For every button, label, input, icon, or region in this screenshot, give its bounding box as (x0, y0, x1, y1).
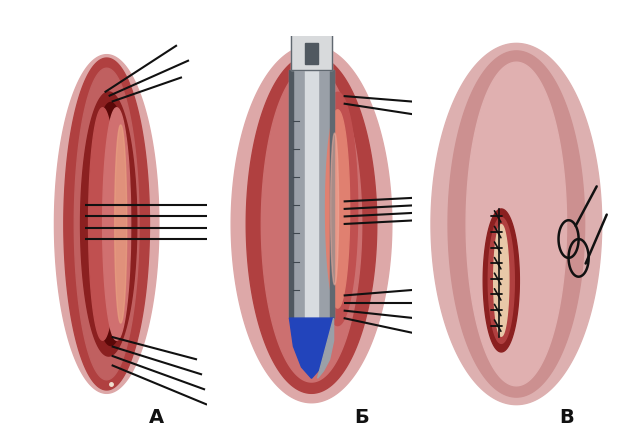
Polygon shape (318, 92, 358, 326)
Polygon shape (261, 66, 362, 382)
Polygon shape (246, 55, 377, 393)
Polygon shape (448, 51, 584, 397)
Polygon shape (103, 108, 131, 340)
Text: В: В (559, 408, 574, 427)
Polygon shape (305, 43, 318, 64)
Polygon shape (80, 92, 137, 356)
Polygon shape (115, 125, 126, 323)
Polygon shape (488, 218, 515, 343)
Text: А: А (150, 408, 164, 427)
Bar (290, 70, 333, 318)
Polygon shape (88, 108, 117, 340)
Polygon shape (493, 225, 509, 336)
Polygon shape (231, 45, 392, 403)
Polygon shape (54, 55, 159, 393)
Polygon shape (74, 68, 139, 380)
Text: Б: Б (354, 408, 369, 427)
Polygon shape (431, 43, 602, 405)
Polygon shape (318, 318, 333, 378)
Bar (290, 70, 293, 318)
Polygon shape (466, 62, 566, 386)
Bar (330, 70, 333, 318)
Polygon shape (290, 318, 333, 378)
Polygon shape (64, 58, 150, 390)
Polygon shape (331, 133, 339, 285)
Bar (305, 70, 318, 318)
Polygon shape (483, 209, 520, 352)
Polygon shape (292, 26, 331, 70)
Polygon shape (326, 110, 350, 308)
Polygon shape (90, 103, 131, 345)
